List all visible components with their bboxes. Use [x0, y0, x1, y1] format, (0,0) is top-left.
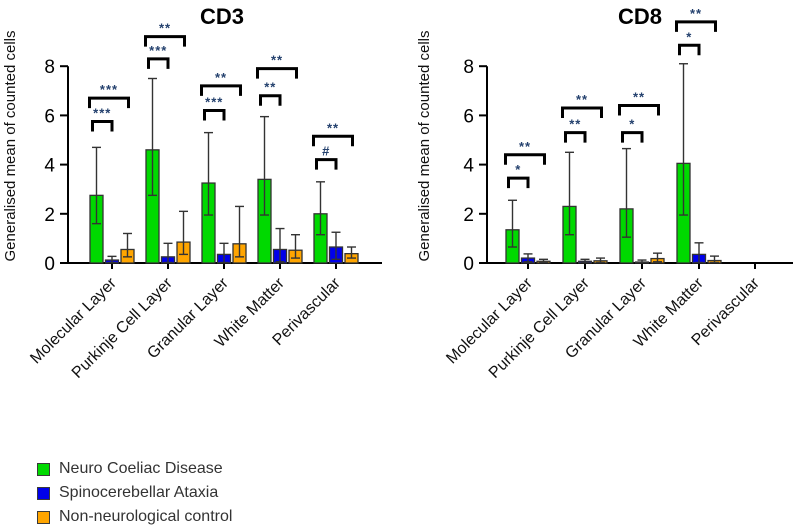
- sig-label: **: [215, 70, 227, 85]
- x-category-label: Purkinje Cell Layer: [69, 274, 176, 381]
- y-axis-title: Generalised mean of counted cells: [2, 31, 19, 262]
- sig-label: **: [327, 120, 339, 135]
- sig-bracket: [678, 43, 701, 56]
- sig-bracket: [507, 176, 530, 189]
- y-tick-label: 2: [44, 205, 55, 226]
- legend-swatch-green: [37, 462, 50, 476]
- sig-bracket: [256, 67, 298, 79]
- sig-label: *: [686, 29, 692, 44]
- sig-label: **: [271, 53, 283, 68]
- y-axis-title: Generalised mean of counted cells: [416, 31, 433, 262]
- sig-bracket: [564, 131, 587, 143]
- legend-label: Spinocerebellar Ataxia: [59, 484, 219, 501]
- sig-bracket: [618, 104, 660, 116]
- sig-label: **: [576, 92, 588, 107]
- sig-label: *: [629, 117, 635, 132]
- sig-label: **: [633, 90, 645, 105]
- sig-label: ***: [149, 43, 167, 58]
- legend-swatch-orange: [37, 510, 50, 524]
- sig-label: ***: [93, 106, 111, 121]
- y-tick-label: 8: [463, 57, 474, 78]
- y-tick-label: 6: [463, 106, 474, 127]
- cd8-chart: CD8 Generalised mean of counted cells 0 2 4 6…: [416, 4, 793, 382]
- y-tick-label: 0: [463, 254, 474, 275]
- chart-title: CD3: [200, 4, 244, 29]
- sig-label: #: [322, 144, 330, 159]
- sig-label: **: [159, 21, 171, 36]
- y-tick-label: 6: [44, 106, 55, 127]
- sig-label: ***: [100, 82, 118, 97]
- sig-bracket: [312, 134, 354, 147]
- sig-bracket: [91, 120, 114, 132]
- sig-label: *: [515, 162, 521, 177]
- sig-label: **: [264, 80, 276, 95]
- sig-bracket: [504, 153, 546, 165]
- y-tick-label: 4: [463, 156, 474, 177]
- y-tick-label: 0: [44, 254, 55, 275]
- x-category-label: Purkinje Cell Layer: [486, 274, 593, 381]
- legend-swatch-blue: [37, 486, 50, 500]
- sig-label: ***: [205, 94, 223, 109]
- sig-bracket: [88, 96, 130, 109]
- legend-item-neuro-coeliac: Neuro Coeliac Disease: [37, 461, 232, 477]
- sig-bracket: [675, 20, 717, 32]
- sig-label: **: [690, 6, 702, 21]
- sig-label: **: [519, 139, 531, 154]
- legend-label: Neuro Coeliac Disease: [59, 460, 223, 477]
- sig-bracket: [203, 108, 226, 121]
- y-tick-label: 4: [44, 156, 55, 177]
- sig-bracket: [147, 57, 170, 69]
- y-tick-label: 2: [463, 205, 474, 226]
- sig-bracket: [259, 94, 282, 106]
- sig-bracket: [315, 158, 338, 170]
- legend-item-spinocerebellar: Spinocerebellar Ataxia: [37, 485, 232, 501]
- y-tick-label: 8: [44, 57, 55, 78]
- legend-item-control: Non-neurological control: [37, 509, 232, 525]
- sig-bracket: [621, 131, 644, 143]
- sig-bracket: [561, 106, 603, 119]
- legend-label: Non-neurological control: [59, 508, 233, 525]
- legend: Neuro Coeliac Disease Spinocerebellar At…: [37, 461, 232, 525]
- chart-title: CD8: [618, 4, 662, 29]
- sig-bracket: [200, 84, 242, 96]
- sig-label: **: [569, 117, 581, 132]
- cd3-chart: CD3 Generalised mean of counted cells 0 2 4 6…: [2, 4, 382, 382]
- sig-bracket: [144, 35, 186, 47]
